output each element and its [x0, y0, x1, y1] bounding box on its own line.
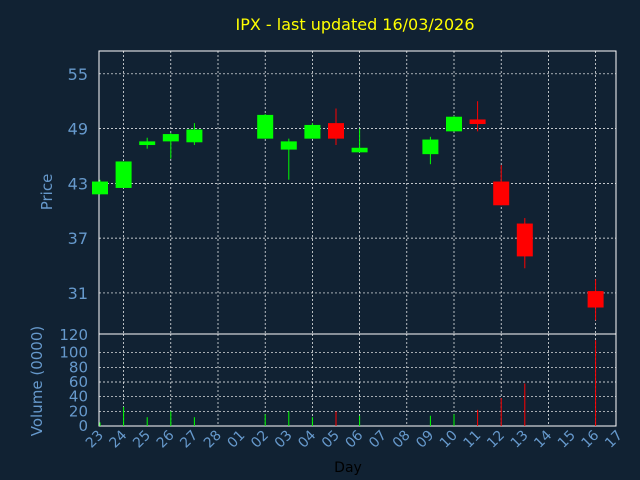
chart-title: IPX - last updated 16/03/2026	[235, 15, 474, 34]
price-tick-label: 37	[68, 229, 88, 248]
candle	[328, 108, 344, 146]
price-tick-label: 43	[68, 174, 88, 193]
candle-body	[115, 161, 132, 188]
volume-tick-label: 60	[69, 373, 88, 391]
candle-body	[139, 141, 156, 146]
candlestick-series	[92, 101, 604, 321]
candle-body	[186, 129, 203, 143]
candle-body	[516, 223, 533, 257]
candle	[162, 133, 179, 159]
volume-tick-label: 80	[69, 358, 88, 376]
volume-tick-label: 40	[69, 388, 88, 406]
candle-body	[162, 134, 179, 142]
candle	[92, 179, 108, 195]
candle-body	[587, 291, 604, 308]
candle	[304, 123, 321, 139]
candle-body	[92, 181, 108, 195]
candle-body	[280, 141, 297, 150]
candle	[516, 218, 533, 269]
candle	[587, 279, 604, 321]
price-tick-label: 31	[68, 284, 88, 303]
day-axis-label: Day	[334, 460, 362, 476]
candle	[115, 161, 132, 188]
price-tick-label: 55	[68, 65, 88, 84]
candle-body	[446, 116, 462, 132]
volume-tick-label: 0	[78, 417, 88, 435]
volume-plot-frame	[98, 333, 617, 427]
volume-tick-label: 120	[59, 326, 88, 344]
candle	[257, 113, 274, 139]
candle	[446, 115, 462, 132]
volume-tick-label: 100	[59, 344, 88, 362]
day-axis-ticks: 23 24 25 26 27 28 01 02 03 04 05 06 07 08 09 10 11 12 13 14…	[83, 427, 626, 451]
candle-body	[257, 114, 274, 139]
candle-body	[493, 181, 510, 206]
candle	[280, 138, 297, 180]
price-axis-label: Price	[38, 174, 56, 211]
candle	[493, 165, 510, 206]
volume-tick-label: 20	[69, 402, 88, 420]
candle-body	[469, 119, 486, 125]
candle	[469, 101, 486, 132]
candle-body	[304, 124, 321, 139]
candle	[186, 123, 203, 146]
price-axis-ticks: 55 49 43 37 31	[68, 65, 88, 303]
price-tick-label: 49	[68, 120, 88, 139]
volume-axis-label: Volume (0000)	[28, 326, 46, 436]
candle-body	[422, 139, 439, 155]
candle	[139, 137, 156, 149]
candle	[351, 128, 368, 153]
candle-body	[328, 123, 344, 139]
candle-body	[351, 147, 368, 153]
candle	[422, 136, 439, 165]
volume-series	[99, 340, 597, 426]
